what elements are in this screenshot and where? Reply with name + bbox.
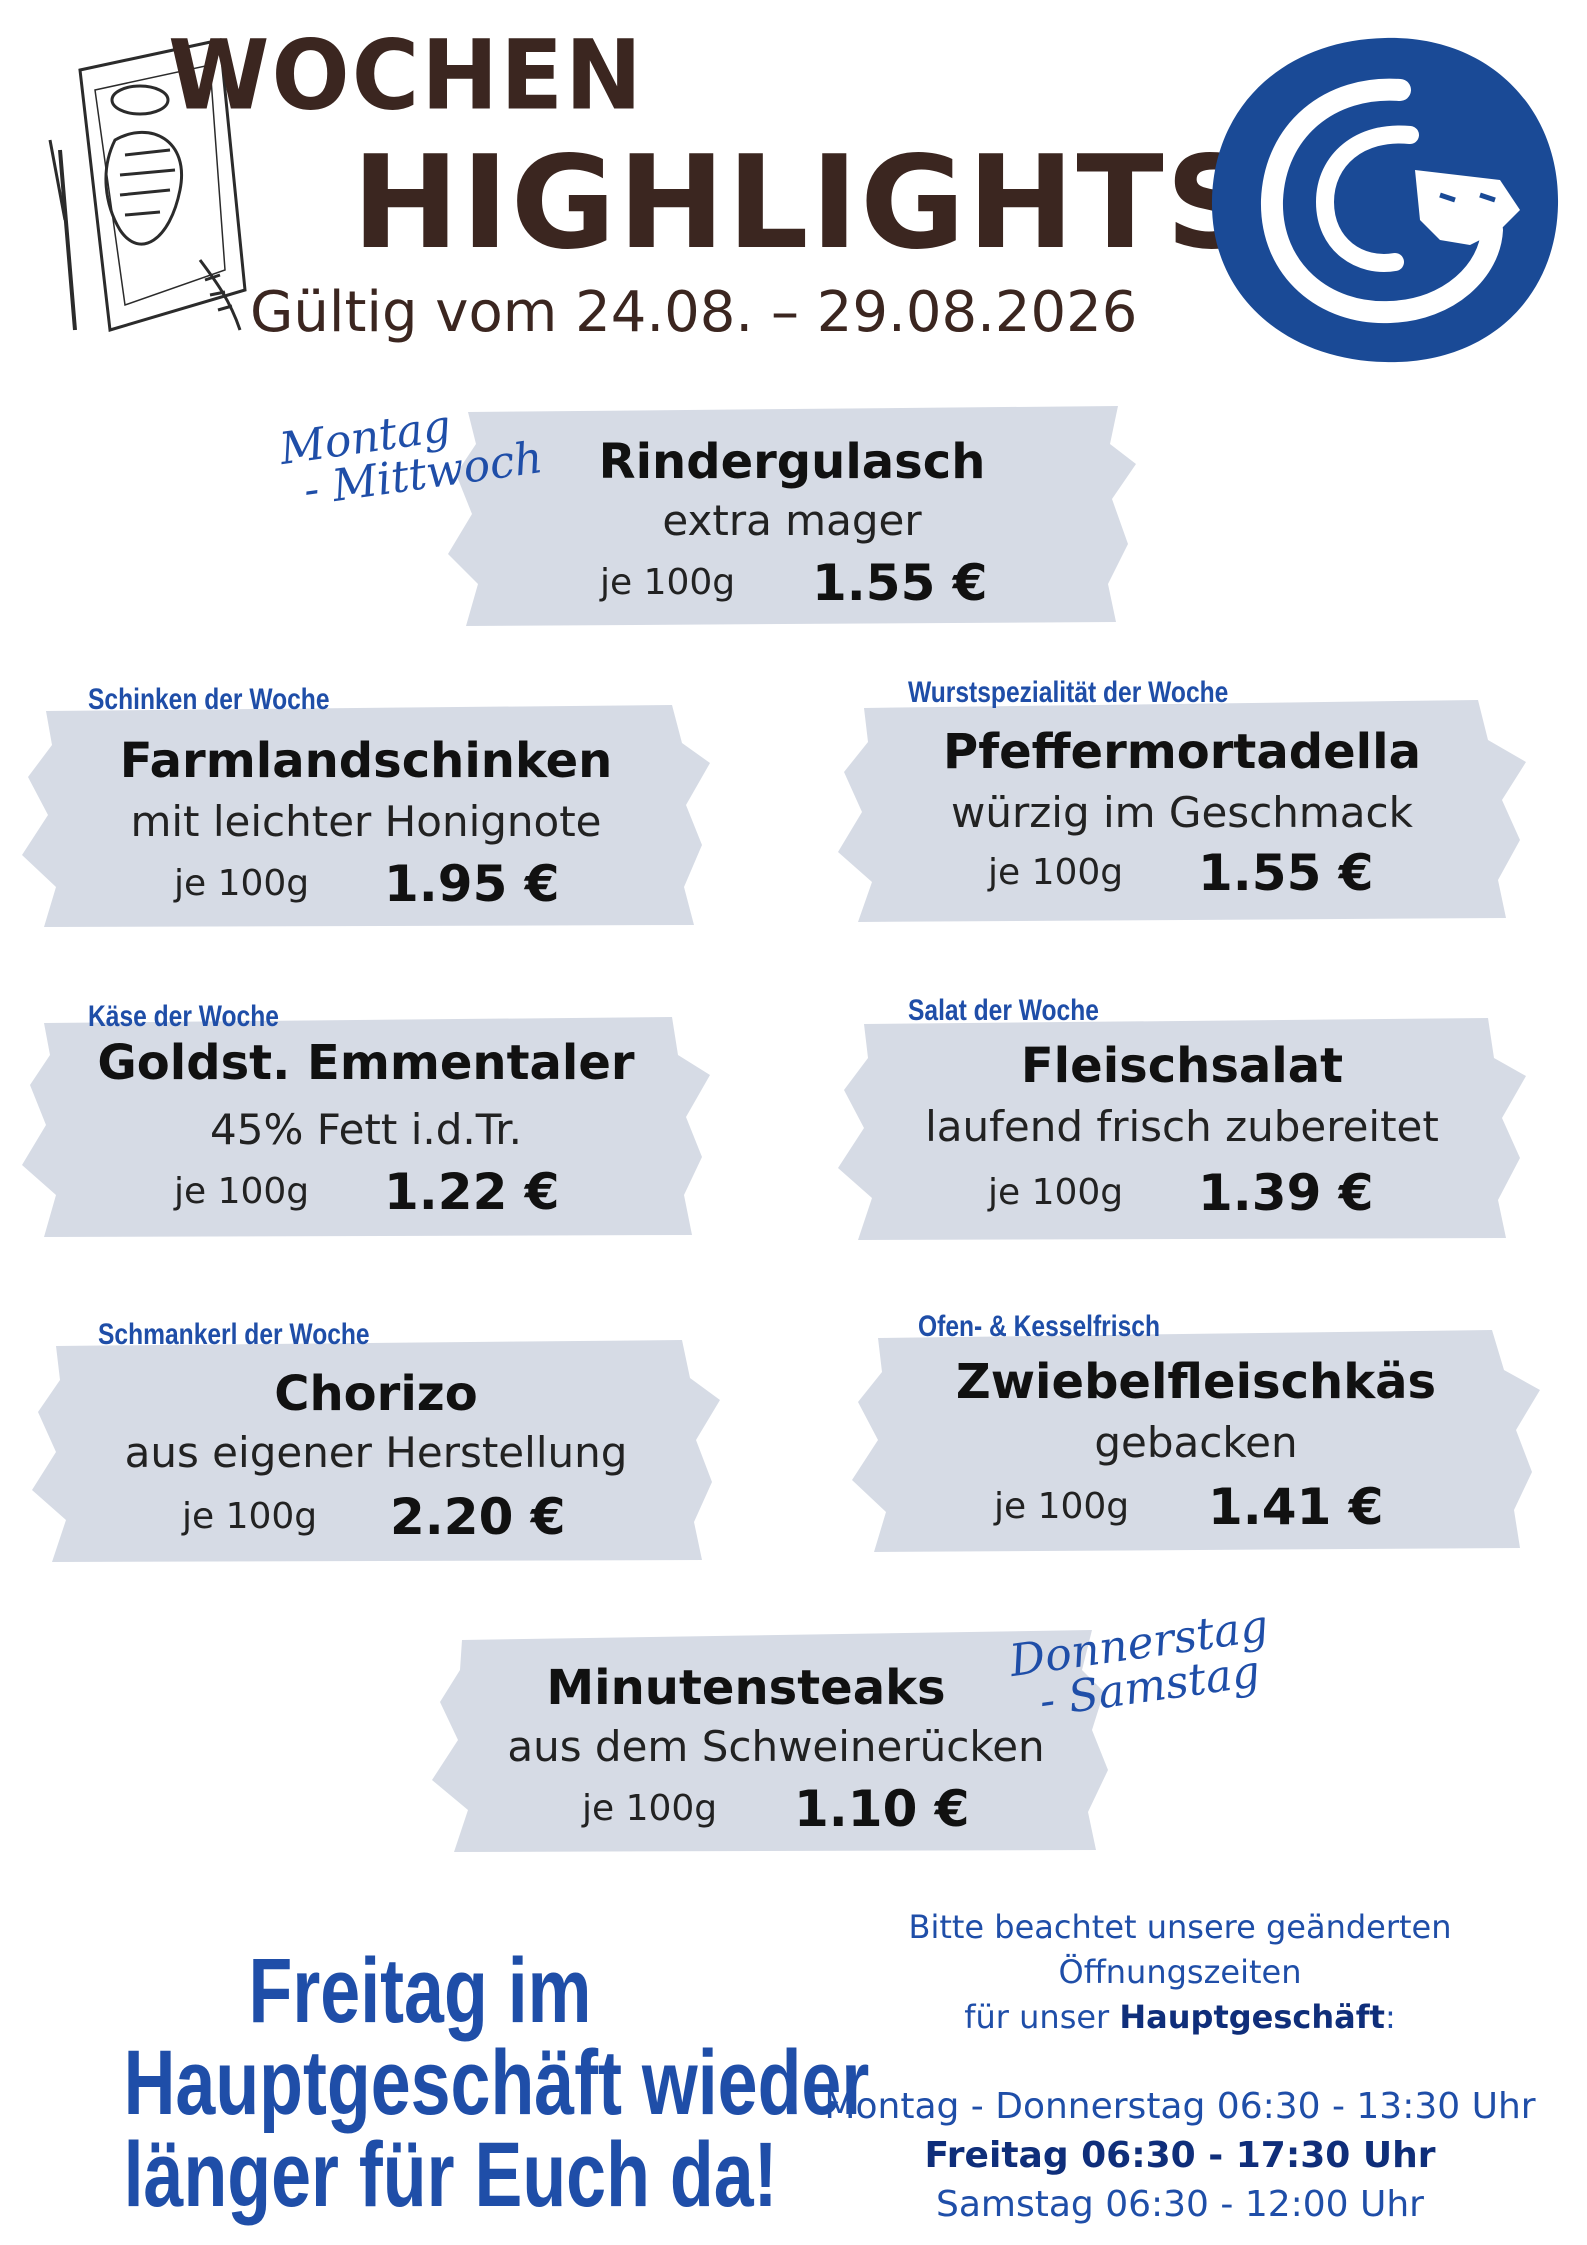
item-name: Chorizo [274,1366,478,1422]
hours-note-prefix: für unser [964,1997,1120,2036]
item-unit: je 100g [182,1496,318,1537]
item-card-zwiebelfleischkaes: Zwiebelfleischkäs gebacken je 100g 1.41 … [852,1330,1540,1552]
meat-board-illustration [48,38,247,332]
brand-logo [1211,37,1559,363]
opening-hours: Bitte beachtet unsere geänderten Öffnung… [800,1905,1560,2229]
tape-background [22,705,710,927]
item-tag: Ofen- & Kesselfrisch [918,1310,1160,1343]
hours-note-line: Bitte beachtet unsere geänderten [908,1908,1452,1946]
hours-fri: Freitag 06:30 - 17:30 Uhr [924,2134,1436,2176]
item-unit: je 100g [582,1788,718,1829]
promo-line: Freitag im [248,1940,592,2042]
tape-background [32,1340,720,1562]
tape-background [852,1330,1540,1552]
item-price: 1.55 € [1198,844,1374,902]
item-description: extra mager [662,496,922,545]
item-description: aus eigener Herstellung [124,1428,628,1477]
item-name: Farmlandschinken [119,733,613,789]
title-highlights: HIGHLIGHTS [352,129,1260,278]
hours-sat: Samstag 06:30 - 12:00 Uhr [936,2183,1424,2225]
item-card-minutensteaks: Minutensteaks aus dem Schweinerücken je … [432,1630,1120,1852]
item-name: Rindergulasch [598,434,986,490]
script-tag-thu-sat: Donnerstag - Samstag [1007,1600,1277,1727]
item-card-chorizo: Chorizo aus eigener Herstellung je 100g … [32,1340,720,1562]
item-tag: Salat der Woche [908,994,1099,1027]
item-price: 1.95 € [384,855,560,913]
item-price: 1.39 € [1198,1164,1374,1222]
item-description: würzig im Geschmack [951,788,1413,837]
item-unit: je 100g [988,1172,1124,1213]
item-tag: Schinken der Woche [88,683,330,716]
tape-background [22,1017,710,1237]
item-name: Pfeffermortadella [943,724,1421,780]
item-name: Zwiebelfleischkäs [955,1354,1437,1410]
hours-note-line: Öffnungszeiten [1058,1952,1302,1991]
item-card-rindergulasch: Rindergulasch extra mager je 100g 1.55 € [448,404,1136,626]
item-description: laufend frisch zubereitet [925,1102,1439,1151]
item-unit: je 100g [988,852,1124,893]
tape-background [838,1018,1526,1240]
item-description: 45% Fett i.d.Tr. [210,1105,522,1154]
item-price: 1.55 € [812,554,988,612]
item-unit: je 100g [174,863,310,904]
item-name: Minutensteaks [546,1660,946,1716]
item-name: Goldst. Emmentaler [97,1035,635,1091]
item-name: Fleischsalat [1020,1038,1344,1094]
item-price: 1.41 € [1208,1478,1384,1536]
item-description: aus dem Schweinerücken [507,1722,1045,1771]
hours-mon-thu: Montag - Donnerstag 06:30 - 13:30 Uhr [824,2086,1536,2128]
tape-background [432,1630,1108,1852]
item-card-pfeffermortadella: Pfeffermortadella würzig im Geschmack je… [838,700,1526,922]
item-price: 1.22 € [384,1163,560,1221]
item-card-fleischsalat: Fleischsalat laufend frisch zubereitet j… [838,1018,1526,1240]
hours-note-bold: Hauptgeschäft [1119,1997,1385,2036]
promo-line: länger für Euch da! [123,2124,778,2226]
item-description: mit leichter Honignote [130,797,602,846]
promo-line: Hauptgeschäft wieder [123,2032,870,2134]
item-price: 2.20 € [390,1488,566,1546]
item-unit: je 100g [600,562,736,603]
item-tag: Käse der Woche [88,1000,279,1033]
hours-note-suffix: : [1384,1997,1396,2036]
friday-promo: Freitag im Hauptgeschäft wieder länger f… [123,1940,870,2226]
item-card-emmentaler: Goldst. Emmentaler 45% Fett i.d.Tr. je 1… [22,1015,710,1237]
item-unit: je 100g [994,1486,1130,1527]
item-card-farmlandschinken: Farmlandschinken mit leichter Honignote … [22,705,710,927]
tape-background [448,406,1136,626]
item-price: 1.10 € [794,1780,970,1838]
validity-date: Gültig vom 24.08. – 29.08.2026 [250,280,1138,345]
item-unit: je 100g [174,1171,310,1212]
item-tag: Wurstspezialität der Woche [908,676,1229,709]
item-tag: Schmankerl der Woche [98,1318,370,1351]
title-wochen: WOCHEN [168,19,645,132]
tape-background [838,700,1526,922]
item-description: gebacken [1094,1418,1298,1467]
hours-note-line: für unser Hauptgeschäft: [800,1995,1560,2040]
